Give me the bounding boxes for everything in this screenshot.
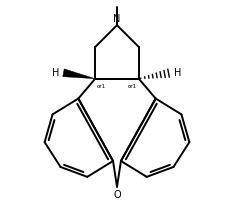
Text: H: H	[175, 68, 182, 78]
Text: or1: or1	[128, 84, 137, 89]
Text: O: O	[113, 190, 121, 200]
Text: H: H	[52, 68, 59, 78]
Text: N: N	[113, 14, 121, 24]
Polygon shape	[63, 69, 95, 79]
Text: or1: or1	[97, 84, 106, 89]
